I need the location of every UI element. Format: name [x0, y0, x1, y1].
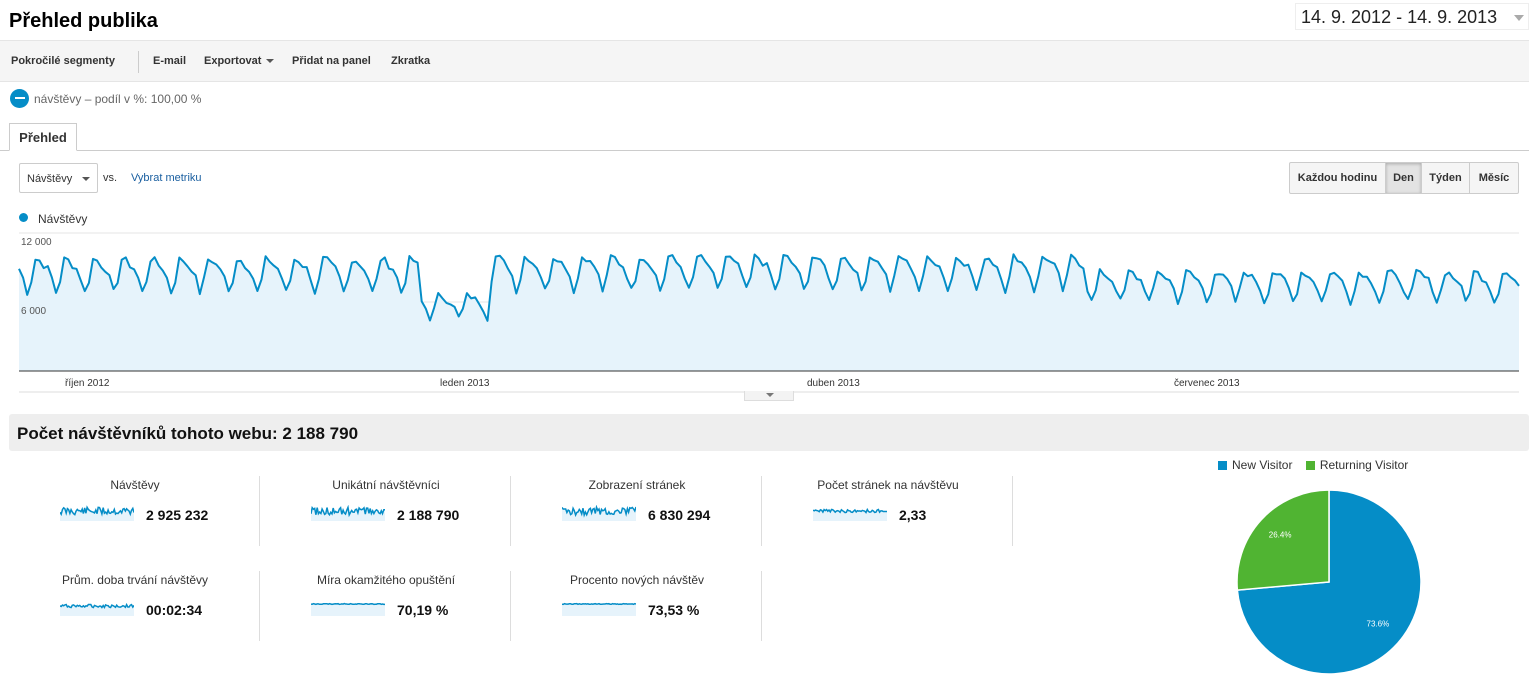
period-month-button[interactable]: Měsíc [1478, 172, 1510, 184]
period-hourly-button[interactable]: Každou hodinu [1290, 163, 1386, 193]
toolbar-divider [138, 51, 139, 73]
sparkline-line [60, 602, 134, 609]
visitor-type-pie-chart[interactable]: 73.6% 26.4% [1230, 482, 1430, 682]
visits-area [19, 254, 1519, 371]
sparkline [562, 602, 636, 616]
sparkline [60, 602, 134, 616]
collapse-chart-handle[interactable] [744, 391, 794, 401]
tab-divider [0, 150, 1529, 151]
metric-pageviews[interactable]: Zobrazení stránek 6 830 294 [512, 478, 762, 523]
export-button[interactable]: Exportovat [204, 55, 275, 67]
chevron-down-icon [1514, 15, 1524, 21]
pie-legend: New Visitor Returning Visitor [1218, 458, 1408, 472]
sparkline [60, 505, 134, 521]
metric-divider [259, 476, 260, 546]
metric-value: 2 188 790 [397, 507, 460, 523]
segment-label: návštěvy – podíl v %: 100,00 % [34, 92, 202, 106]
caret-down-icon [82, 177, 90, 181]
visits-series-line [18, 253, 1520, 322]
sparkline-line [562, 602, 636, 606]
period-day-button[interactable]: Den [1386, 163, 1422, 193]
pie-slice-returning-visitor[interactable] [1236, 489, 1330, 591]
metric-pages-per-visit[interactable]: Počet stránek na návštěvu 2,33 [763, 478, 1013, 523]
sparkline-area [311, 603, 385, 616]
visitors-summary-title: Počet návštěvníků tohoto webu: 2 188 790 [17, 424, 359, 443]
shortcut-button[interactable]: Zkratka [391, 55, 431, 67]
pick-metric-link[interactable]: Vybrat metriku [131, 172, 202, 184]
x-tick-label-oct-2012: říjen 2012 [65, 378, 110, 389]
pie-slice-label: 73.6% [1367, 620, 1390, 629]
metric-avg-visit-duration[interactable]: Prům. doba trvání návštěvy 00:02:34 [10, 573, 260, 618]
sparkline-line [311, 602, 385, 606]
metric-label: Zobrazení stránek [588, 478, 686, 492]
metric-label: Počet stránek na návštěvu [817, 478, 959, 492]
metric-divider [761, 571, 762, 641]
sparkline-line [60, 505, 134, 517]
x-tick-label-jan-2013: leden 2013 [440, 378, 490, 389]
metric-label: Unikátní návštěvníci [332, 478, 440, 492]
metric-select-value: Návštěvy [27, 173, 73, 185]
legend-swatch-returning-visitor [1305, 461, 1315, 470]
toolbar: Pokročilé segmenty E-mail Exportovat Při… [0, 40, 1529, 82]
sparkline-line [562, 505, 636, 518]
legend-swatch [19, 213, 28, 222]
advanced-segments-button[interactable]: Pokročilé segmenty [11, 55, 115, 67]
tab-overview[interactable]: Přehled [9, 123, 77, 151]
metric-value: 73,53 % [648, 602, 700, 618]
metric-label: Prům. doba trvání návštěvy [61, 573, 209, 587]
visits-line-chart[interactable]: 12 000 6 000 říjen 2012 leden 2013 duben… [0, 228, 1529, 393]
metric-divider [761, 476, 762, 546]
metric-select[interactable]: Návštěvy [19, 163, 98, 193]
metric-label: Procento nových návštěv [569, 573, 705, 587]
metric-value: 70,19 % [397, 602, 449, 618]
sparkline [813, 507, 887, 521]
add-to-dashboard-button[interactable]: Přidat na panel [292, 55, 371, 67]
sparkline-area [562, 603, 636, 616]
sparkline-line [311, 505, 385, 518]
period-button-group: Každou hodinu Den Týden Měsíc [1289, 162, 1519, 194]
pie-slice-label: 26.4% [1269, 530, 1292, 539]
metric-divider [510, 476, 511, 546]
sparkline-area [813, 509, 887, 521]
export-label: Exportovat [204, 55, 262, 67]
metric-value: 2,33 [899, 507, 927, 523]
legend-label: Návštěvy [38, 212, 88, 226]
caret-down-icon [266, 59, 275, 64]
page-title: Přehled publika [9, 10, 158, 32]
metric-value: 6 830 294 [648, 507, 711, 523]
y-tick-label-12000: 12 000 [21, 237, 52, 248]
vs-label: vs. [103, 172, 118, 184]
metric-divider [1012, 476, 1013, 546]
segment-icon[interactable] [10, 89, 29, 108]
metric-label: Míra okamžitého opuštění [316, 573, 456, 587]
metric-label: Návštěvy [110, 478, 160, 492]
y-tick-label-6000: 6 000 [21, 306, 46, 317]
visitors-summary-bar [9, 414, 1529, 451]
metric-value: 2 925 232 [146, 507, 209, 523]
sparkline [562, 505, 636, 521]
sparkline [311, 505, 385, 521]
legend-swatch-new-visitor [1218, 461, 1227, 470]
metric-visits[interactable]: Návštěvy 2 925 232 [10, 478, 260, 523]
legend-label-returning-visitor[interactable]: Returning Visitor [1319, 458, 1409, 472]
period-week-button[interactable]: Týden [1422, 163, 1470, 193]
email-button[interactable]: E-mail [153, 55, 187, 67]
metric-value: 00:02:34 [146, 602, 203, 618]
x-tick-label-apr-2013: duben 2013 [807, 378, 860, 389]
metric-unique-visitors[interactable]: Unikátní návštěvníci 2 188 790 [261, 478, 511, 523]
metric-divider [259, 571, 260, 641]
x-tick-label-jul-2013: červenec 2013 [1174, 378, 1240, 389]
date-range-picker[interactable]: 14. 9. 2012 - 14. 9. 2013 [1295, 3, 1529, 30]
metric-new-visits-percent[interactable]: Procento nových návštěv 73,53 % [512, 573, 762, 618]
sparkline-line [813, 507, 887, 514]
sparkline [311, 602, 385, 616]
metric-bounce-rate[interactable]: Míra okamžitého opuštění 70,19 % [261, 573, 511, 618]
legend-label-new-visitor[interactable]: New Visitor [1232, 458, 1293, 472]
date-range-label: 14. 9. 2012 - 14. 9. 2013 [1301, 7, 1498, 27]
metric-divider [510, 571, 511, 641]
